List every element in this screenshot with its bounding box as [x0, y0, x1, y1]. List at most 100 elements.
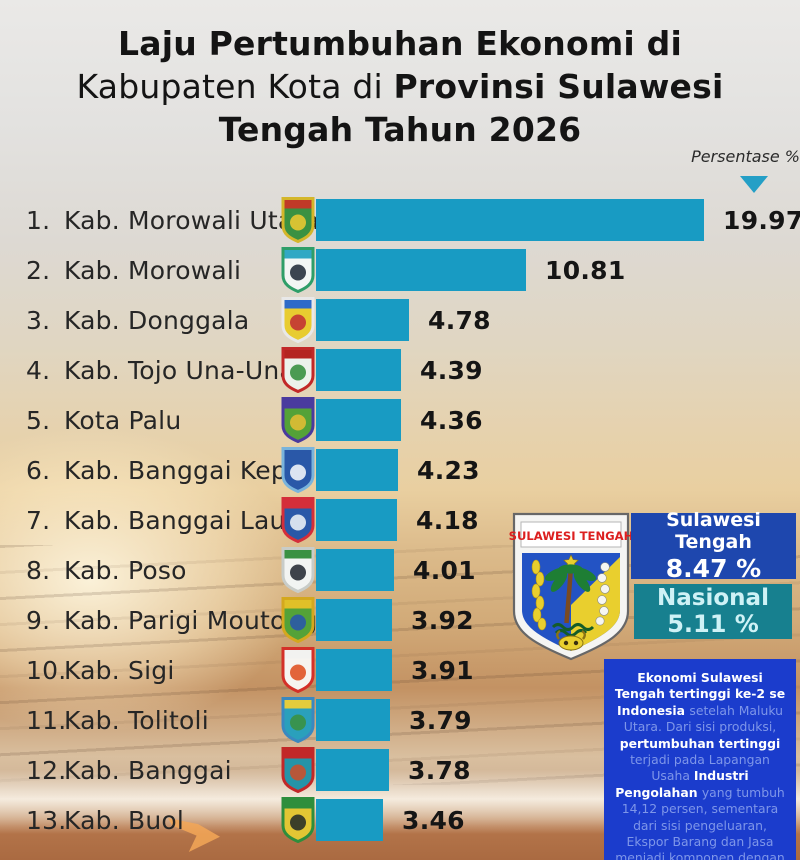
- bar-value-label: 4.01: [413, 555, 476, 585]
- bar-value-label: 3.92: [411, 605, 474, 635]
- row-name: Kab. Parigi Moutong: [64, 605, 318, 635]
- regency-crest-icon: [281, 547, 315, 593]
- sun-glow-decoration: [0, 430, 300, 730]
- growth-bar: [316, 749, 389, 791]
- province-stat-label: Sulawesi Tengah: [666, 509, 761, 553]
- growth-bar: [316, 449, 398, 491]
- row-name: Kota Palu: [64, 405, 182, 435]
- growth-bar: [316, 649, 392, 691]
- row-rank: 11.: [26, 705, 67, 735]
- row-name: Kab. Tolitoli: [64, 705, 209, 735]
- growth-bar: [316, 349, 401, 391]
- row-label: 1. Kab. Morowali Utara: [26, 199, 319, 241]
- page-title: Laju Pertumbuhan Ekonomi di Kabupaten Ko…: [0, 22, 800, 151]
- row-label: 4. Kab. Tojo Una-Una: [26, 349, 295, 391]
- chart-row: 13. Kab. Buol 3.46: [0, 797, 800, 849]
- regency-crest-icon: [281, 347, 315, 393]
- bar-value-label: 10.81: [545, 255, 626, 285]
- bar-value-label: 4.36: [420, 405, 483, 435]
- chart-row: 7. Kab. Banggai Laut 4.18: [0, 497, 800, 549]
- growth-bar: [316, 549, 394, 591]
- growth-bar: [316, 599, 392, 641]
- row-label: 13. Kab. Buol: [26, 799, 184, 841]
- row-label: 10. Kab. Sigi: [26, 649, 174, 691]
- bar-value-label: 3.46: [402, 805, 465, 835]
- growth-bar: [316, 799, 383, 841]
- bar-value-label: 3.79: [409, 705, 472, 735]
- regency-crest-icon: [281, 197, 315, 243]
- bar-value-label: 4.18: [416, 505, 479, 535]
- row-rank: 10.: [26, 655, 67, 685]
- note-text: Ekonomi Sulawesi Tengah tertinggi ke-2 s…: [614, 670, 786, 860]
- page-title-line1: Laju Pertumbuhan Ekonomi di: [118, 24, 682, 63]
- row-label: 12. Kab. Banggai: [26, 749, 232, 791]
- row-name: Kab. Morowali Utara: [64, 205, 320, 235]
- bar-value-label: 3.91: [411, 655, 474, 685]
- row-name: Kab. Poso: [64, 555, 187, 585]
- growth-bar: [316, 499, 397, 541]
- row-name: Kab. Donggala: [64, 305, 250, 335]
- bar-value-label: 3.78: [408, 755, 471, 785]
- row-name: Kab. Buol: [64, 805, 185, 835]
- row-label: 8. Kab. Poso: [26, 549, 187, 591]
- bar-chart: 1. Kab. Morowali Utara 19.97 2. Kab. Morowal…: [0, 197, 800, 854]
- growth-bar: [316, 249, 526, 291]
- chart-row: 11. Kab. Tolitoli 3.79: [0, 697, 800, 749]
- chart-row: 5. Kota Palu 4.36: [0, 397, 800, 449]
- row-rank: 8.: [26, 555, 51, 585]
- row-rank: 4.: [26, 355, 51, 385]
- row-rank: 3.: [26, 305, 51, 335]
- bar-value-label: 19.97: [723, 205, 800, 235]
- regency-crest-icon: [281, 647, 315, 693]
- chart-row: 9. Kab. Parigi Moutong 3.92: [0, 597, 800, 649]
- growth-bar: [316, 699, 390, 741]
- regency-crest-icon: [281, 597, 315, 643]
- regency-crest-icon: [281, 247, 315, 293]
- row-name: Kab. Banggai Kep.: [64, 455, 296, 485]
- analysis-note-card: Ekonomi Sulawesi Tengah tertinggi ke-2 s…: [604, 659, 796, 860]
- row-label: 7. Kab. Banggai Laut: [26, 499, 296, 541]
- national-stat-label: Nasional: [657, 584, 769, 611]
- chart-row: 6. Kab. Banggai Kep. 4.23: [0, 447, 800, 499]
- row-rank: 13.: [26, 805, 67, 835]
- regency-crest-icon: [281, 397, 315, 443]
- chart-row: 3. Kab. Donggala 4.78: [0, 297, 800, 349]
- axis-label: Persentase %: [691, 147, 800, 166]
- regency-crest-icon: [281, 497, 315, 543]
- row-rank: 5.: [26, 405, 51, 435]
- chart-row: 10. Kab. Sigi 3.91: [0, 647, 800, 699]
- chart-row: 8. Kab. Poso 4.01: [0, 547, 800, 599]
- row-name: Kab. Sigi: [64, 655, 175, 685]
- row-rank: 7.: [26, 505, 51, 535]
- row-rank: 6.: [26, 455, 51, 485]
- regency-crest-icon: [281, 697, 315, 743]
- row-label: 5. Kota Palu: [26, 399, 181, 441]
- national-stat-card: Nasional 5.11 %: [634, 584, 792, 639]
- crest-banner-text: SULAWESI TENGAH: [509, 529, 633, 543]
- province-crest: SULAWESI TENGAH: [509, 512, 633, 661]
- chart-row: 4. Kab. Tojo Una-Una 4.39: [0, 347, 800, 399]
- regency-crest-icon: [281, 797, 315, 843]
- regency-crest-icon: [281, 747, 315, 793]
- chart-row: 2. Kab. Morowali 10.81: [0, 247, 800, 299]
- row-rank: 2.: [26, 255, 51, 285]
- national-stat-value: 5.11 %: [667, 609, 759, 638]
- bar-value-label: 4.39: [420, 355, 483, 385]
- row-rank: 9.: [26, 605, 51, 635]
- regency-crest-icon: [281, 447, 315, 493]
- growth-bar: [316, 199, 704, 241]
- growth-bar: [316, 399, 401, 441]
- province-stat-card: Sulawesi Tengah 8.47 %: [631, 509, 796, 583]
- bar-value-label: 4.78: [428, 305, 491, 335]
- province-stat-value: 8.47 %: [665, 554, 762, 583]
- row-label: 6. Kab. Banggai Kep.: [26, 449, 295, 491]
- row-name: Kab. Banggai: [64, 755, 232, 785]
- axis-pointer-triangle-icon: [740, 176, 768, 193]
- regency-crest-icon: [281, 297, 315, 343]
- row-label: 11. Kab. Tolitoli: [26, 699, 209, 741]
- page-title-line2: Kabupaten Kota di Provinsi Sulawesi: [76, 67, 724, 106]
- bar-value-label: 4.23: [417, 455, 480, 485]
- row-label: 9. Kab. Parigi Moutong: [26, 599, 318, 641]
- row-label: 2. Kab. Morowali: [26, 249, 241, 291]
